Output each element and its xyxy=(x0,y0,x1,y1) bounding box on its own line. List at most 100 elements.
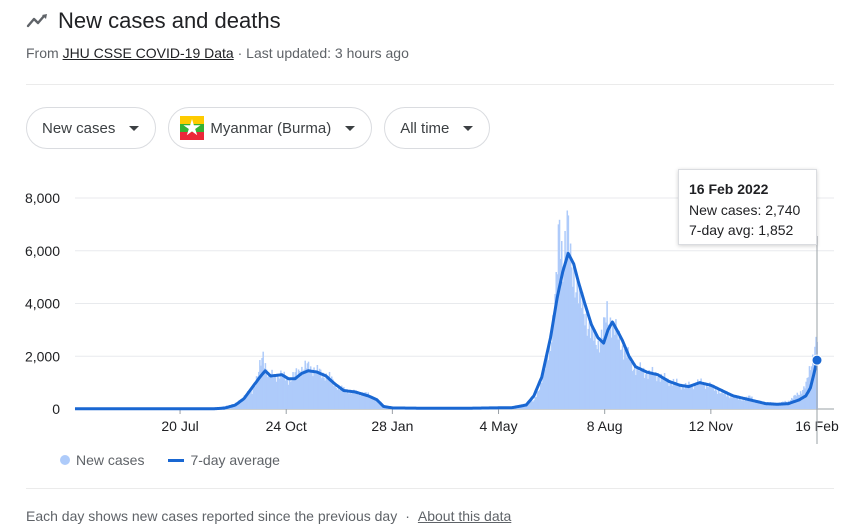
case-bar xyxy=(590,324,593,409)
case-bar xyxy=(235,402,238,409)
case-bar xyxy=(283,371,285,409)
case-bar xyxy=(598,352,601,409)
case-bar xyxy=(370,395,373,409)
case-bar xyxy=(802,389,804,409)
case-bar xyxy=(748,395,751,409)
about-data-link[interactable]: About this data xyxy=(417,508,512,524)
cases-chart[interactable]: 0 2,000 4,000 6,000 8,000 20 Jul 24 Oct 28 Jan… xyxy=(0,160,850,450)
location-dropdown[interactable]: Myanmar (Burma) xyxy=(168,107,373,149)
case-bar xyxy=(771,403,773,409)
case-bar xyxy=(355,390,357,409)
footer-note: Each day shows new cases reported since … xyxy=(26,508,398,524)
case-bar xyxy=(284,380,287,409)
case-bar xyxy=(586,335,588,409)
source-link[interactable]: JHU CSSE COVID-19 Data xyxy=(62,45,234,61)
case-bar xyxy=(662,378,665,409)
range-dropdown[interactable]: All time xyxy=(384,107,491,149)
trending-up-icon xyxy=(26,14,47,28)
case-bar xyxy=(270,375,272,409)
case-bar xyxy=(255,376,258,409)
case-bar xyxy=(741,400,743,409)
case-bar xyxy=(712,384,715,409)
case-bar xyxy=(266,376,269,409)
case-bar xyxy=(692,389,695,409)
case-bar xyxy=(348,393,351,409)
case-bar xyxy=(336,389,339,409)
case-bar xyxy=(313,367,315,409)
case-bar xyxy=(580,308,583,409)
case-bar xyxy=(674,382,677,409)
y-tick-label: 4,000 xyxy=(25,296,60,312)
case-bar xyxy=(721,390,723,409)
case-bar xyxy=(621,345,624,409)
case-bar xyxy=(622,359,625,409)
tooltip-date: 16 Feb 2022 xyxy=(689,181,769,197)
case-bar xyxy=(680,389,682,409)
case-bar xyxy=(314,373,316,409)
case-bar xyxy=(248,393,250,409)
case-bar xyxy=(559,259,562,409)
case-bar xyxy=(660,373,663,409)
case-bar xyxy=(649,371,651,409)
case-bar xyxy=(376,398,378,409)
case-bar xyxy=(792,398,794,409)
case-bar xyxy=(666,379,668,409)
case-bar xyxy=(573,265,575,409)
case-bar xyxy=(373,398,375,409)
case-bar xyxy=(600,329,603,409)
case-bar xyxy=(668,386,670,409)
case-bar xyxy=(549,351,552,409)
case-bar xyxy=(734,398,737,409)
case-bar xyxy=(246,391,249,409)
source-line: From JHU CSSE COVID-19 Data · Last updat… xyxy=(26,45,409,61)
case-bar xyxy=(567,215,570,409)
case-bar xyxy=(357,395,360,409)
metric-dropdown[interactable]: New cases xyxy=(26,107,157,149)
case-bar xyxy=(294,372,297,409)
case-bar xyxy=(585,313,587,409)
case-bar xyxy=(694,385,697,409)
case-bar xyxy=(711,385,713,409)
case-bar xyxy=(689,387,691,409)
case-bar xyxy=(252,388,254,409)
case-bar xyxy=(317,373,320,409)
case-bar xyxy=(539,381,542,409)
case-bar xyxy=(309,366,312,409)
case-bar xyxy=(814,346,816,409)
case-bar xyxy=(723,392,726,409)
case-bar xyxy=(346,389,348,409)
chart-header: New cases and deaths xyxy=(26,8,281,34)
case-bar xyxy=(533,400,535,409)
case-bar xyxy=(365,392,367,409)
x-tick-label: 20 Jul xyxy=(161,418,198,434)
case-bar xyxy=(300,376,302,409)
case-bar xyxy=(324,380,326,409)
case-bar xyxy=(624,348,626,409)
case-bar xyxy=(744,398,747,409)
case-bar xyxy=(596,349,598,409)
case-bar xyxy=(789,400,792,409)
case-bar xyxy=(671,385,674,409)
case-bar xyxy=(323,377,325,409)
case-bar xyxy=(547,360,550,409)
case-bar xyxy=(558,219,561,409)
case-bar xyxy=(599,339,602,409)
case-bar xyxy=(664,380,667,409)
case-bar xyxy=(297,369,300,409)
seven-day-average-line xyxy=(74,251,819,411)
case-bar xyxy=(576,277,578,409)
case-bar xyxy=(338,390,341,409)
case-bar xyxy=(777,403,780,409)
case-bar xyxy=(527,402,530,409)
case-bar xyxy=(282,374,284,409)
case-bar xyxy=(781,402,783,409)
case-bar xyxy=(691,384,693,409)
case-bar xyxy=(813,361,815,409)
y-tick-label: 2,000 xyxy=(25,348,60,364)
legend-bar-swatch xyxy=(60,455,70,465)
case-bar xyxy=(669,381,671,409)
case-bar xyxy=(739,398,741,409)
case-bar xyxy=(772,402,774,409)
case-bar xyxy=(329,379,332,409)
case-bar xyxy=(646,372,648,409)
